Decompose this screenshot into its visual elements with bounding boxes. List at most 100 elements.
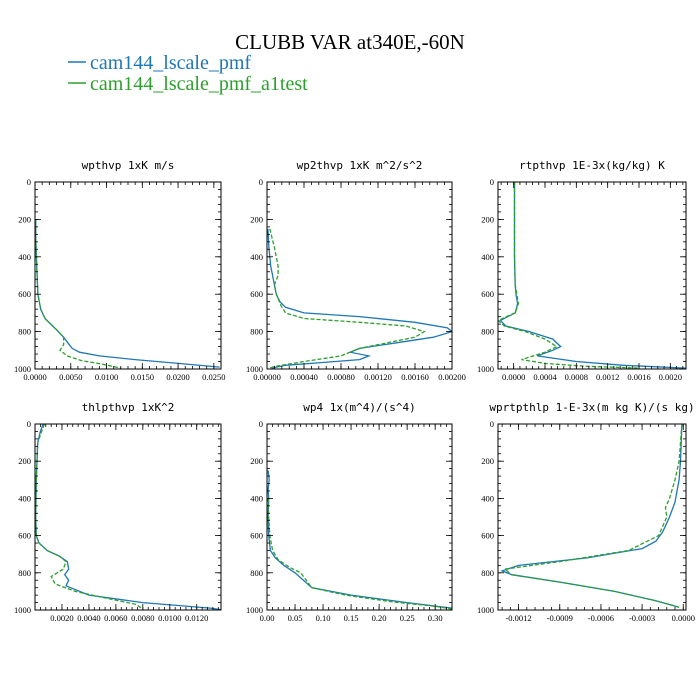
y-tick-label: 0: [27, 177, 31, 187]
x-tick-label: 0.00040: [290, 372, 318, 382]
figure-title: CLUBB VAR at340E,-60N: [235, 30, 465, 54]
x-tick-label: 0.10: [316, 613, 331, 623]
y-tick-label: 0: [490, 419, 494, 429]
y-tick-label: 600: [481, 531, 494, 541]
x-tick-label: 0.0020: [659, 372, 682, 382]
x-tick-label: -0.0006: [588, 613, 614, 623]
x-tick-label: 0.0000: [672, 613, 695, 623]
axis-box: [34, 181, 222, 370]
x-tick-label: 0.0120: [185, 613, 208, 623]
series-line-2: [267, 498, 452, 610]
y-tick-label: 0: [259, 177, 263, 187]
y-tick-label: 1000: [477, 605, 494, 615]
y-tick-label: 1000: [14, 364, 31, 374]
x-tick-label: -0.0003: [629, 613, 655, 623]
panel-title: wp4 1x(m^4)/(s^4): [303, 401, 416, 414]
x-tick-label: -0.0012: [505, 613, 531, 623]
x-tick-label: 0.15: [344, 613, 359, 623]
axis-box: [497, 423, 687, 611]
y-tick-label: 600: [250, 289, 263, 299]
y-tick-label: 400: [18, 493, 31, 503]
x-tick-label: -0.0009: [547, 613, 573, 623]
x-tick-label: 0.00000: [253, 372, 281, 382]
x-tick-label: 0.0050: [59, 372, 82, 382]
x-tick-label: 0.0016: [627, 372, 650, 382]
y-tick-label: 1000: [246, 605, 263, 615]
axis-box: [266, 181, 453, 370]
y-tick-label: 400: [481, 493, 494, 503]
panel-1: wpthvp 1xK m/s 0.0000 0.0050 0.0100 0.0150 0.…: [14, 159, 226, 382]
series-line-1: [267, 470, 452, 609]
series-line-1: [499, 182, 686, 369]
axis-box: [266, 423, 453, 611]
x-tick-label: 0.0100: [95, 372, 118, 382]
series-line-2: [498, 182, 640, 369]
y-tick-label: 800: [481, 568, 494, 578]
x-tick-label: 0.30: [428, 613, 443, 623]
y-tick-label: 200: [18, 214, 31, 224]
x-tick-label: 0.0000: [23, 372, 46, 382]
x-tick-label: 0.00200: [438, 372, 466, 382]
x-tick-label: 0.0008: [565, 372, 588, 382]
x-tick-label: 0.25: [400, 613, 415, 623]
x-tick-label: 0.0200: [166, 372, 189, 382]
series-line-1: [500, 424, 683, 608]
x-tick-label: 0.0020: [50, 613, 73, 623]
x-tick-label: 0.00: [260, 613, 275, 623]
y-tick-label: 800: [250, 327, 263, 337]
x-tick-label: 0.0060: [104, 613, 127, 623]
y-tick-label: 800: [18, 327, 31, 337]
y-tick-label: 800: [18, 568, 31, 578]
y-tick-label: 800: [481, 327, 494, 337]
x-tick-label: 0.0150: [131, 372, 154, 382]
x-tick-label: 0.0000: [502, 372, 525, 382]
x-tick-label: 0.0250: [202, 372, 225, 382]
y-tick-label: 0: [490, 177, 494, 187]
series-line-2: [35, 219, 121, 369]
y-tick-label: 200: [250, 456, 263, 466]
y-tick-label: 1000: [14, 605, 31, 615]
y-tick-label: 200: [250, 214, 263, 224]
panel-3: rtpthvp 1E-3x(kg/kg) K 0.0000 0.0004 0.0008…: [477, 159, 687, 382]
x-tick-label: 0.20: [372, 613, 387, 623]
axis-box: [34, 423, 222, 611]
y-tick-label: 400: [18, 252, 31, 262]
panel-6: wprtpthlp 1-E-3x(m kg K)/(s kg) -0.0012 -0…: [477, 401, 695, 623]
x-tick-label: 0.0012: [596, 372, 619, 382]
legend-label-1: cam144_lscale_pmf: [90, 52, 251, 74]
y-tick-label: 600: [18, 531, 31, 541]
x-tick-label: 0.0040: [77, 613, 100, 623]
x-tick-label: 0.0004: [533, 372, 557, 382]
panel-title: wprtpthlp 1-E-3x(m kg K)/(s kg): [489, 401, 694, 414]
y-tick-label: 800: [250, 568, 263, 578]
y-tick-label: 600: [481, 289, 494, 299]
y-tick-label: 600: [250, 531, 263, 541]
panel-2: wp2thvp 1xK m^2/s^2 0.00000 0.00040 0.00080…: [246, 159, 466, 382]
series-line-2: [503, 424, 683, 608]
y-tick-label: 400: [481, 252, 494, 262]
y-tick-label: 600: [18, 289, 31, 299]
series-line-2: [268, 228, 426, 369]
legend-label-2: cam144_lscale_pmf_a1test: [90, 73, 308, 95]
axis-box: [497, 181, 687, 370]
y-tick-label: 200: [18, 456, 31, 466]
panel-grid: wpthvp 1xK m/s0.0000 0.0050 0.0100 0.0150 0.…: [14, 159, 695, 623]
y-tick-label: 200: [481, 456, 494, 466]
x-tick-label: 0.00160: [401, 372, 429, 382]
series-line-1: [267, 228, 452, 369]
panel-4: thlpthvp 1xK^2 0.0020 0.0040 0.0060 0.0080 0.…: [14, 401, 222, 623]
y-tick-label: 0: [259, 419, 263, 429]
y-tick-label: 400: [250, 493, 263, 503]
x-tick-label: 0.00120: [364, 372, 392, 382]
panel-title: wp2thvp 1xK m^2/s^2: [297, 159, 423, 172]
panel-title: wpthvp 1xK m/s: [82, 159, 175, 172]
panel-title: rtpthvp 1E-3x(kg/kg) K: [519, 159, 665, 172]
panel-title: thlpthvp 1xK^2: [82, 401, 175, 414]
y-tick-label: 1000: [477, 364, 494, 374]
x-tick-label: 0.0080: [131, 613, 154, 623]
series-line-2: [35, 424, 144, 610]
y-tick-label: 1000: [246, 364, 263, 374]
panel-5: wp4 1x(m^4)/(s^4) 0.00 0.05 0.10 0.15 0.20 0.2…: [246, 401, 453, 623]
y-tick-label: 200: [481, 214, 494, 224]
